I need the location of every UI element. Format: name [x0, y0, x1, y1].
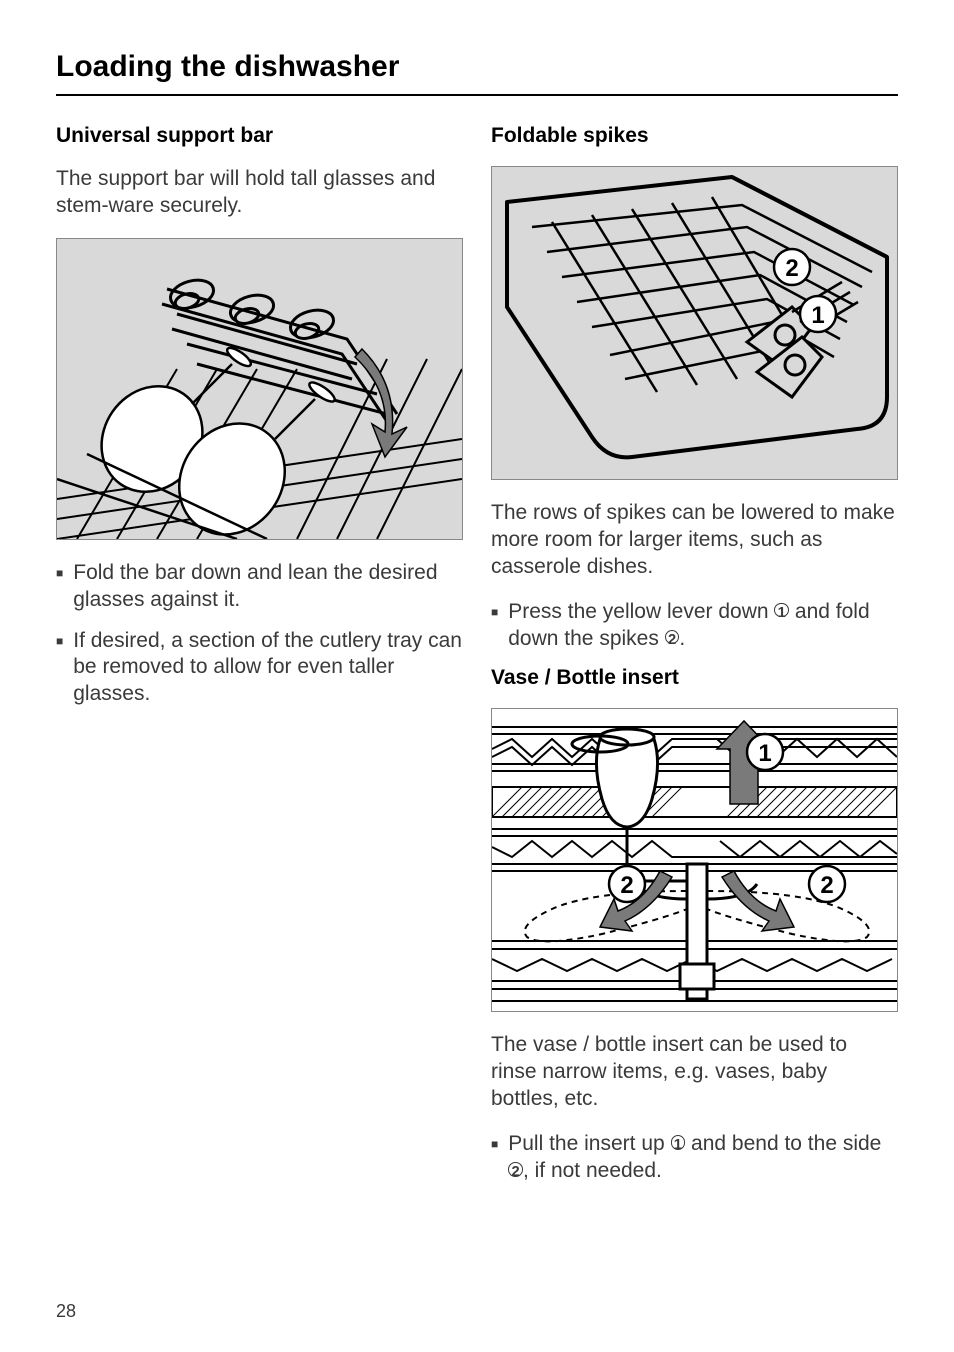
- circled-two-icon: 2: [665, 630, 680, 645]
- svg-text:2: 2: [820, 872, 833, 899]
- vase-bottle-intro: The vase / bottle insert can be used to …: [491, 1032, 898, 1113]
- foldable-spikes-figure: 1 2: [491, 166, 898, 480]
- foldable-spikes-intro: The rows of spikes can be lowered to mak…: [491, 500, 898, 581]
- vase-bottle-figure: 1 2 2: [491, 708, 898, 1012]
- vase-bottle-heading: Vase / Bottle insert: [491, 666, 898, 690]
- svg-text:1: 1: [811, 302, 824, 329]
- bullet-text: Fold the bar down and lean the desired g…: [73, 560, 463, 614]
- bullet-text: Press the yellow lever down 1 and fold d…: [508, 599, 898, 653]
- circled-one-icon: 1: [671, 1135, 686, 1150]
- svg-text:2: 2: [620, 872, 633, 899]
- bullet-text: Pull the insert up 1 and bend to the sid…: [508, 1131, 898, 1185]
- bullet-item: ■ Fold the bar down and lean the desired…: [56, 560, 463, 614]
- support-bar-figure: [56, 238, 463, 540]
- circled-one-icon: 1: [774, 603, 789, 618]
- page-number: 28: [56, 1301, 76, 1322]
- bullet-square-icon: ■: [491, 1131, 498, 1185]
- circled-two-icon: 2: [508, 1162, 523, 1177]
- svg-text:2: 2: [785, 255, 798, 282]
- page-title: Loading the dishwasher: [56, 50, 898, 96]
- left-column: Universal support bar The support bar wi…: [56, 124, 463, 1199]
- svg-text:1: 1: [758, 740, 771, 767]
- bullet-square-icon: ■: [56, 560, 63, 614]
- bullet-item: ■ Press the yellow lever down 1 and fold…: [491, 599, 898, 653]
- bullet-item: ■ Pull the insert up 1 and bend to the s…: [491, 1131, 898, 1185]
- two-column-layout: Universal support bar The support bar wi…: [56, 124, 898, 1199]
- bullet-item: ■ If desired, a section of the cutlery t…: [56, 628, 463, 709]
- foldable-spikes-heading: Foldable spikes: [491, 124, 898, 148]
- right-column: Foldable spikes: [491, 124, 898, 1199]
- bullet-square-icon: ■: [491, 599, 498, 653]
- bullet-square-icon: ■: [56, 628, 63, 709]
- bullet-text: If desired, a section of the cutlery tra…: [73, 628, 463, 709]
- universal-support-bar-heading: Universal support bar: [56, 124, 463, 148]
- universal-support-bar-intro: The support bar will hold tall glasses a…: [56, 166, 463, 220]
